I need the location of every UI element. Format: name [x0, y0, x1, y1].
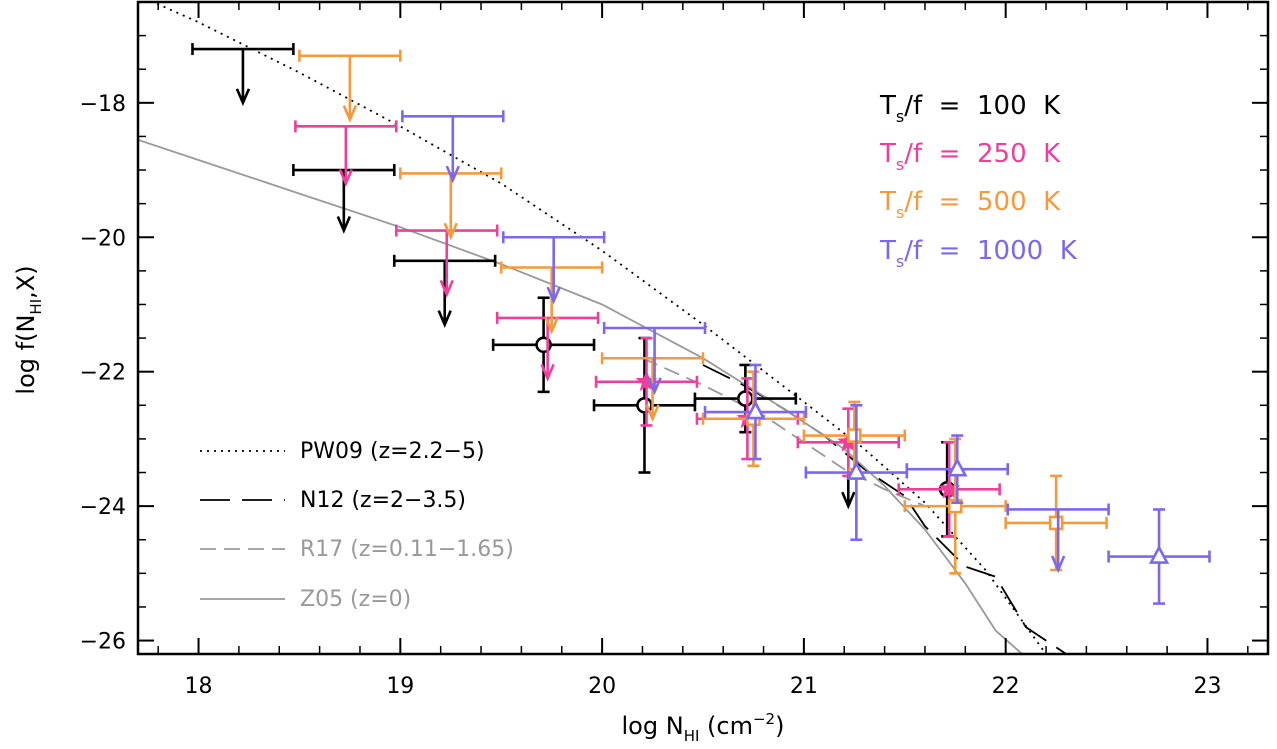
- plot-frame: [136, 0, 1270, 656]
- series-3: [401, 110, 1211, 605]
- triangle-marker: [947, 457, 968, 477]
- square-marker: [847, 428, 862, 443]
- axis-ticks: [138, 2, 1268, 654]
- x-tick-labels: 18 19 20 21 22 23: [185, 674, 1222, 699]
- legend-label-3: Z05 (z=0): [300, 587, 411, 612]
- limit-arrow-head: [645, 404, 660, 423]
- legend-label-1: N12 (z=2−3.5): [300, 488, 466, 513]
- limit-arrow-head: [445, 165, 460, 184]
- y-tick-labels: −18 −20 −22 −24 −26: [80, 92, 126, 655]
- triangle-marker: [745, 400, 766, 420]
- limit-arrow-head: [841, 491, 856, 510]
- triangle-marker: [1148, 544, 1170, 564]
- upper-limit: [298, 49, 402, 123]
- upper-limit: [294, 120, 398, 187]
- upper-limit: [401, 110, 505, 184]
- limit-arrow-head: [443, 222, 458, 241]
- limit-arrow-head: [338, 168, 354, 187]
- y-tick-label: −20: [80, 226, 126, 251]
- legend-temp-2: Ts/f = 500 K: [879, 187, 1061, 222]
- x-axis-label: log NHI (cm−2): [622, 710, 785, 745]
- upper-limit: [495, 311, 600, 382]
- y-tick-label: −26: [80, 630, 126, 655]
- legend-temp-0: Ts/f = 100 K: [879, 91, 1061, 126]
- square-marker: [1048, 515, 1064, 531]
- upper-limit: [191, 43, 295, 107]
- data-point: [905, 434, 1009, 505]
- data-point: [703, 363, 808, 461]
- x-tick-label: 20: [588, 674, 616, 699]
- limit-arrow-head: [647, 377, 662, 396]
- data-point: [1107, 508, 1211, 605]
- model-legend: PW09 (z=2.2−5) N12 (z=2−3.5) R17 (z=0.11…: [200, 439, 514, 612]
- curve-n12: [702, 364, 1067, 654]
- y-tick-label: −18: [80, 92, 126, 117]
- x-tick-label: 21: [790, 674, 818, 699]
- data-point: [804, 403, 909, 542]
- limit-arrow-head: [544, 316, 559, 335]
- x-tick-label: 19: [386, 674, 414, 699]
- limit-arrow-head: [439, 279, 454, 298]
- y-axis-label: log f(NHI,X): [12, 265, 45, 394]
- limit-arrow-head: [235, 88, 251, 107]
- y-tick-label: −22: [80, 361, 126, 386]
- limit-arrow-head: [437, 310, 452, 328]
- limit-arrow-head: [342, 105, 358, 123]
- upper-limit: [602, 322, 707, 396]
- limit-arrow-head: [1050, 555, 1066, 574]
- limit-arrow-head: [540, 363, 555, 382]
- legend-temp-3: Ts/f = 1000 K: [879, 236, 1078, 271]
- legend-temp-1: Ts/f = 250 K: [879, 139, 1061, 174]
- x-tick-label: 18: [185, 674, 213, 699]
- upper-limit: [501, 231, 606, 305]
- y-tick-label: −24: [80, 495, 126, 520]
- limit-arrow-head: [546, 286, 561, 305]
- data-point: [594, 336, 699, 427]
- temperature-legend: Ts/f = 100 K Ts/f = 250 K Ts/f = 500 K T…: [879, 91, 1078, 271]
- triangle-marker: [846, 460, 867, 480]
- legend-label-0: PW09 (z=2.2−5): [300, 439, 485, 464]
- limit-arrow-head: [336, 216, 352, 234]
- data-point: [897, 440, 1001, 538]
- legend-label-2: R17 (z=0.11−1.65): [300, 537, 514, 562]
- x-tick-label: 23: [1193, 674, 1221, 699]
- data-series: [191, 43, 1211, 605]
- x-tick-label: 22: [992, 674, 1020, 699]
- upper-limit: [1006, 503, 1110, 574]
- circle-marker: [737, 390, 754, 407]
